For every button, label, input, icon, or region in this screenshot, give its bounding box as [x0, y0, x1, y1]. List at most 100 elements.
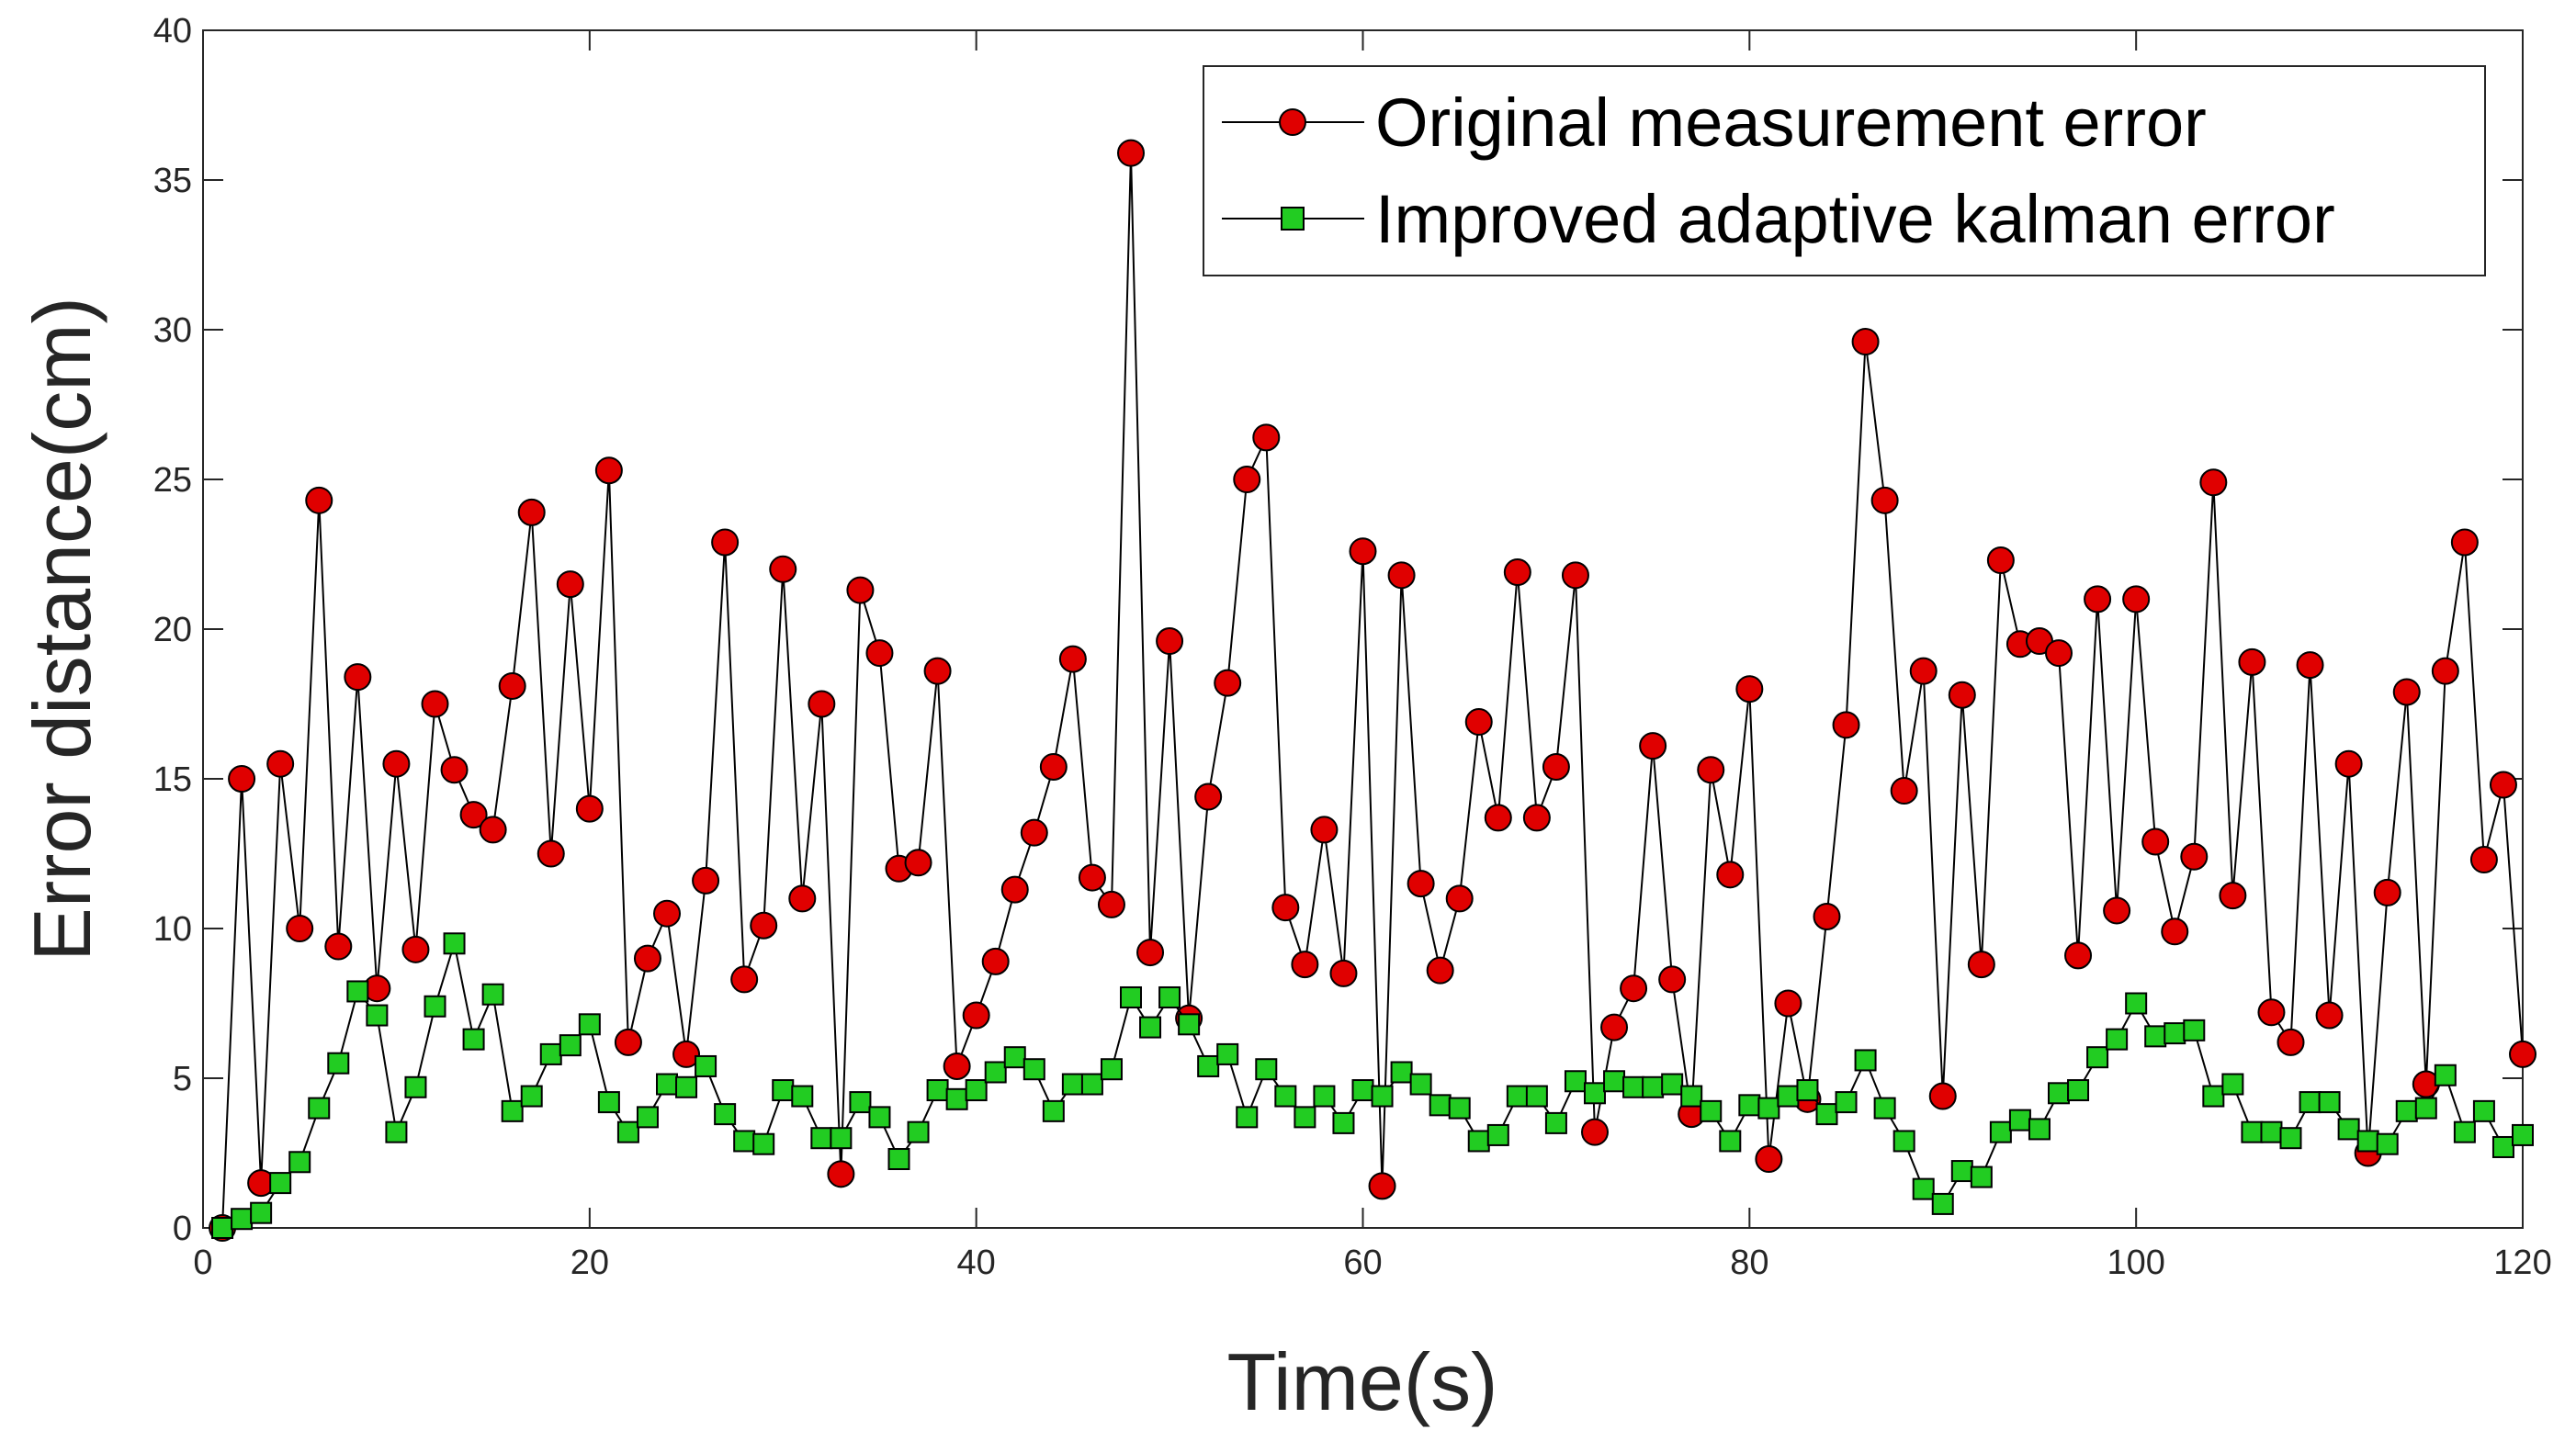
point-original-97: [2064, 941, 2093, 970]
point-original-68: [1503, 558, 1531, 587]
point-improved-51: [1178, 1013, 1201, 1036]
point-original-28: [730, 965, 759, 994]
point-improved-18: [539, 1042, 562, 1065]
point-improved-118: [2472, 1099, 2495, 1122]
point-original-84: [1813, 902, 1841, 930]
point-original-7: [324, 932, 353, 961]
point-original-116: [2431, 657, 2459, 685]
point-improved-70: [1544, 1111, 1567, 1134]
point-original-18: [537, 839, 565, 868]
point-improved-67: [1486, 1123, 1509, 1146]
point-original-100: [2122, 585, 2151, 614]
point-original-103: [2180, 842, 2209, 871]
point-original-56: [1271, 894, 1300, 922]
point-original-24: [653, 899, 681, 928]
point-original-78: [1697, 756, 1725, 784]
point-improved-44: [1042, 1099, 1065, 1122]
point-improved-97: [2067, 1079, 2090, 1102]
point-original-52: [1194, 782, 1223, 811]
point-original-17: [517, 498, 546, 526]
point-improved-30: [772, 1079, 795, 1102]
point-improved-74: [1622, 1075, 1645, 1098]
point-original-91: [1948, 681, 1976, 709]
point-original-11: [401, 935, 430, 963]
point-original-58: [1310, 816, 1339, 844]
point-improved-56: [1274, 1085, 1297, 1108]
point-original-35: [865, 639, 894, 668]
point-improved-45: [1061, 1073, 1084, 1096]
point-improved-22: [616, 1120, 639, 1143]
point-improved-27: [714, 1103, 737, 1126]
point-original-32: [808, 690, 836, 718]
point-improved-100: [2125, 992, 2148, 1015]
point-original-109: [2296, 651, 2324, 680]
point-improved-59: [1332, 1111, 1355, 1134]
point-improved-92: [1970, 1165, 1993, 1188]
point-improved-24: [656, 1073, 678, 1096]
point-original-53: [1214, 669, 1242, 697]
point-original-98: [2084, 585, 2112, 614]
point-improved-6: [308, 1097, 331, 1120]
point-improved-49: [1139, 1016, 1162, 1039]
point-improved-41: [984, 1061, 1007, 1084]
point-original-25: [672, 1040, 701, 1068]
x-tick-label-120: 120: [2493, 1244, 2551, 1282]
point-original-48: [1117, 139, 1145, 167]
point-improved-4: [269, 1172, 292, 1195]
point-original-40: [962, 1001, 990, 1030]
point-original-66: [1464, 708, 1493, 737]
point-improved-38: [926, 1079, 949, 1102]
point-improved-96: [2048, 1082, 2070, 1105]
point-improved-61: [1371, 1085, 1394, 1108]
y-tick-label-35: 35: [153, 162, 192, 200]
point-improved-28: [733, 1130, 756, 1153]
point-improved-50: [1158, 985, 1181, 1008]
point-original-72: [1581, 1118, 1609, 1146]
x-axis-ticks: 0 20 40 60 80 100 120: [193, 30, 2552, 1282]
point-original-79: [1716, 861, 1745, 889]
point-original-8: [344, 663, 372, 692]
point-improved-25: [675, 1075, 698, 1098]
x-tick-label-100: 100: [2107, 1244, 2164, 1282]
point-improved-42: [1003, 1046, 1026, 1069]
point-original-82: [1774, 989, 1802, 1018]
series-layer: [209, 139, 2536, 1242]
point-improved-99: [2106, 1028, 2129, 1051]
point-improved-2: [231, 1208, 254, 1231]
series-line-original: [221, 152, 2524, 1229]
point-original-14: [459, 801, 488, 829]
y-tick-label-5: 5: [173, 1060, 192, 1098]
point-original-80: [1735, 675, 1764, 704]
point-improved-107: [2260, 1120, 2283, 1143]
point-improved-60: [1351, 1079, 1374, 1102]
point-original-46: [1078, 863, 1106, 892]
point-improved-113: [2376, 1132, 2399, 1155]
point-improved-78: [1700, 1099, 1723, 1122]
point-improved-83: [1796, 1079, 1819, 1102]
point-original-37: [904, 849, 932, 877]
point-original-117: [2450, 528, 2479, 557]
point-improved-19: [559, 1034, 582, 1057]
point-improved-33: [830, 1127, 853, 1150]
point-improved-77: [1680, 1085, 1703, 1108]
point-improved-26: [695, 1054, 717, 1077]
point-original-114: [2392, 678, 2421, 706]
point-original-5: [286, 915, 314, 942]
point-improved-109: [2299, 1091, 2322, 1114]
point-original-12: [421, 690, 449, 718]
point-improved-63: [1409, 1073, 1432, 1096]
point-original-87: [1870, 486, 1899, 514]
point-improved-120: [2512, 1123, 2534, 1146]
point-original-119: [2489, 771, 2517, 799]
point-original-47: [1097, 890, 1125, 918]
point-original-113: [2373, 878, 2401, 906]
point-improved-75: [1642, 1075, 1665, 1098]
point-improved-52: [1197, 1054, 1220, 1077]
point-improved-98: [2086, 1046, 2109, 1069]
point-improved-53: [1216, 1042, 1239, 1065]
point-improved-12: [424, 995, 446, 1018]
point-original-49: [1136, 939, 1165, 967]
point-original-92: [1967, 951, 1995, 979]
point-improved-62: [1390, 1061, 1413, 1084]
